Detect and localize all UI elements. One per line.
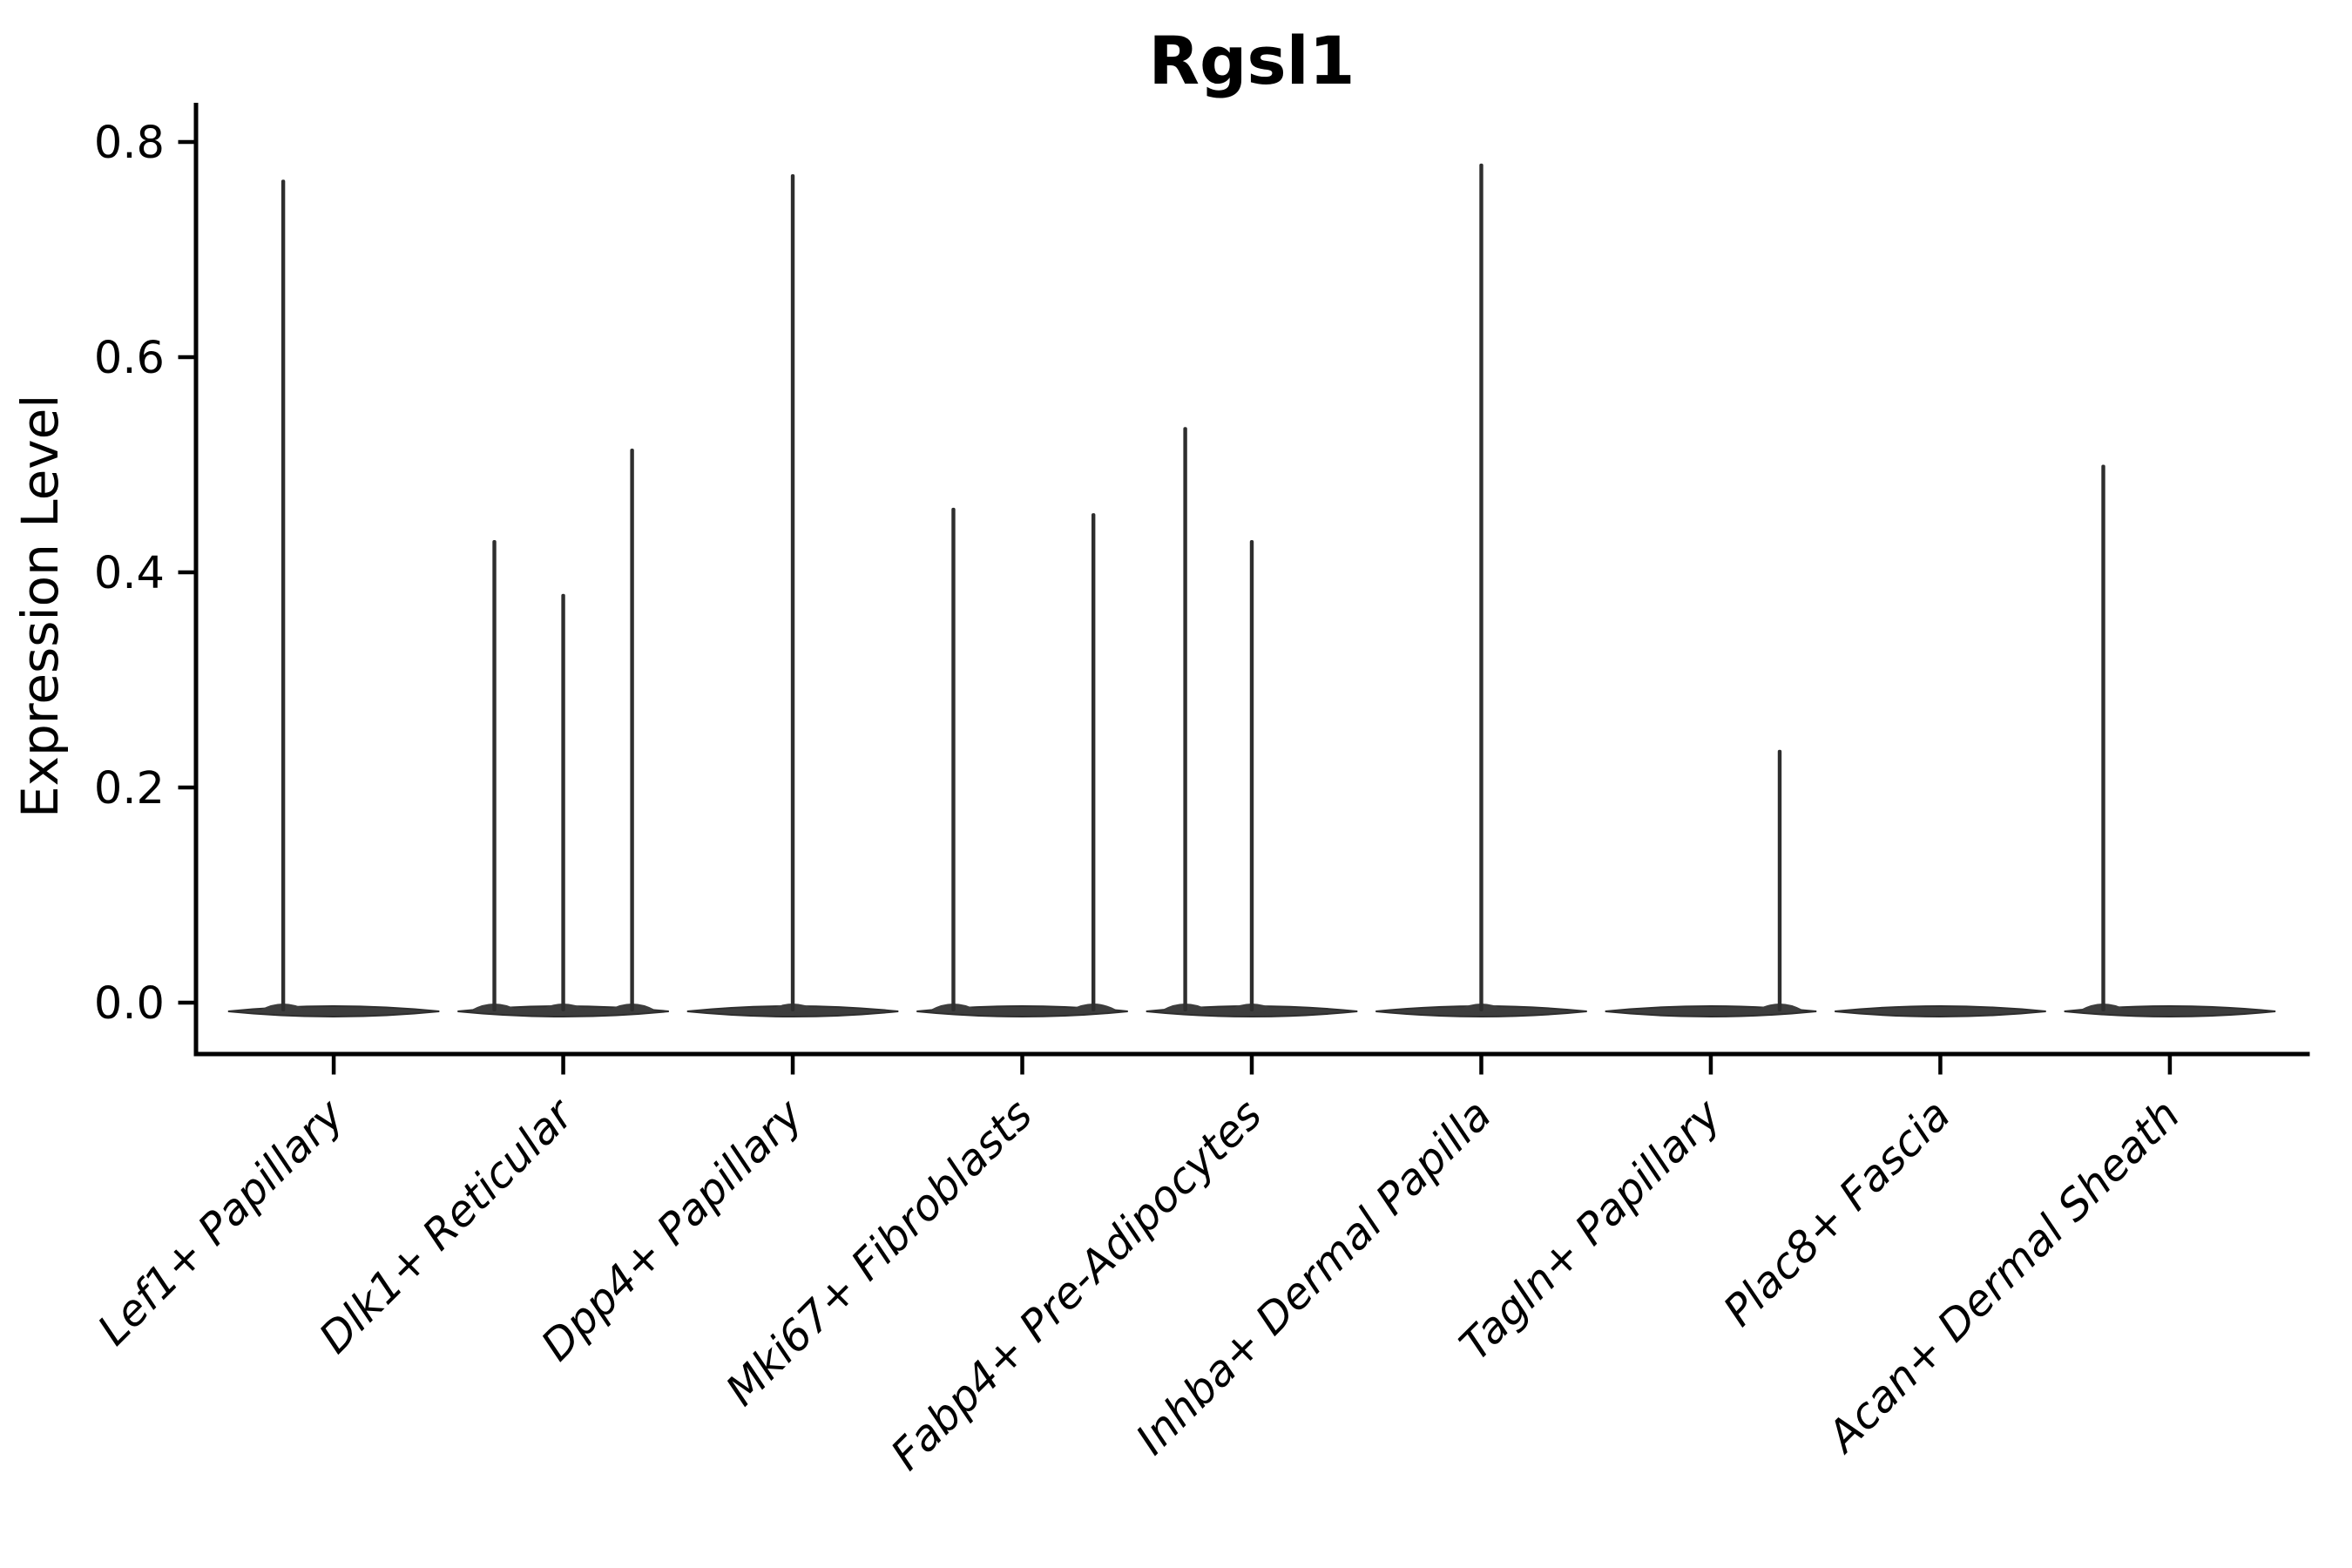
violin-tail-spike — [1183, 427, 1187, 1011]
x-tick — [1479, 1056, 1484, 1075]
violin-tail-spike — [2101, 464, 2105, 1011]
violin-tail-spike — [951, 507, 956, 1011]
x-tick — [2167, 1056, 2173, 1075]
y-tick — [178, 1000, 194, 1005]
violin-tail-spike — [790, 174, 795, 1012]
x-tick — [1708, 1056, 1713, 1075]
y-tick-label: 0.0 — [94, 978, 165, 1030]
violin-tail-spike — [1777, 749, 1782, 1011]
violin-tail-spike — [492, 539, 497, 1011]
x-tick — [331, 1056, 336, 1075]
y-tick-label: 0.6 — [94, 333, 165, 384]
violin-tail-spike — [630, 448, 634, 1011]
x-tick — [1249, 1056, 1254, 1075]
x-axis-spine — [193, 1051, 2310, 1057]
violin-tail-spike — [1479, 163, 1484, 1011]
y-tick — [178, 570, 194, 575]
y-tick-label: 0.4 — [94, 548, 165, 599]
x-tick-label: Plac8+ Fascia — [1714, 1090, 1960, 1335]
violin-body — [227, 1004, 440, 1018]
x-tick — [561, 1056, 565, 1075]
x-tick-label: Fabp4+ Pre-Adipocytes — [882, 1090, 1272, 1480]
x-tick — [1938, 1056, 1943, 1075]
y-tick-label: 0.2 — [94, 763, 165, 814]
x-tick-label: Dlk1+ Reticular — [310, 1088, 585, 1362]
x-tick — [1020, 1056, 1024, 1075]
y-tick — [178, 355, 194, 360]
y-tick — [178, 785, 194, 790]
y-tick-label: 0.8 — [94, 118, 165, 169]
violin-tail-spike — [1249, 539, 1254, 1011]
violin-tail-spike — [280, 179, 286, 1012]
y-tick — [178, 139, 194, 145]
x-tick-label: Lef1+ Papillary — [88, 1089, 354, 1355]
violin-tail-spike — [561, 593, 565, 1011]
violin-tail-spike — [1092, 513, 1096, 1011]
violin-body — [1835, 1004, 2046, 1018]
x-tick — [790, 1056, 795, 1075]
chart-title: Rgsl1 — [1148, 22, 1355, 99]
y-axis-spine — [193, 103, 199, 1057]
